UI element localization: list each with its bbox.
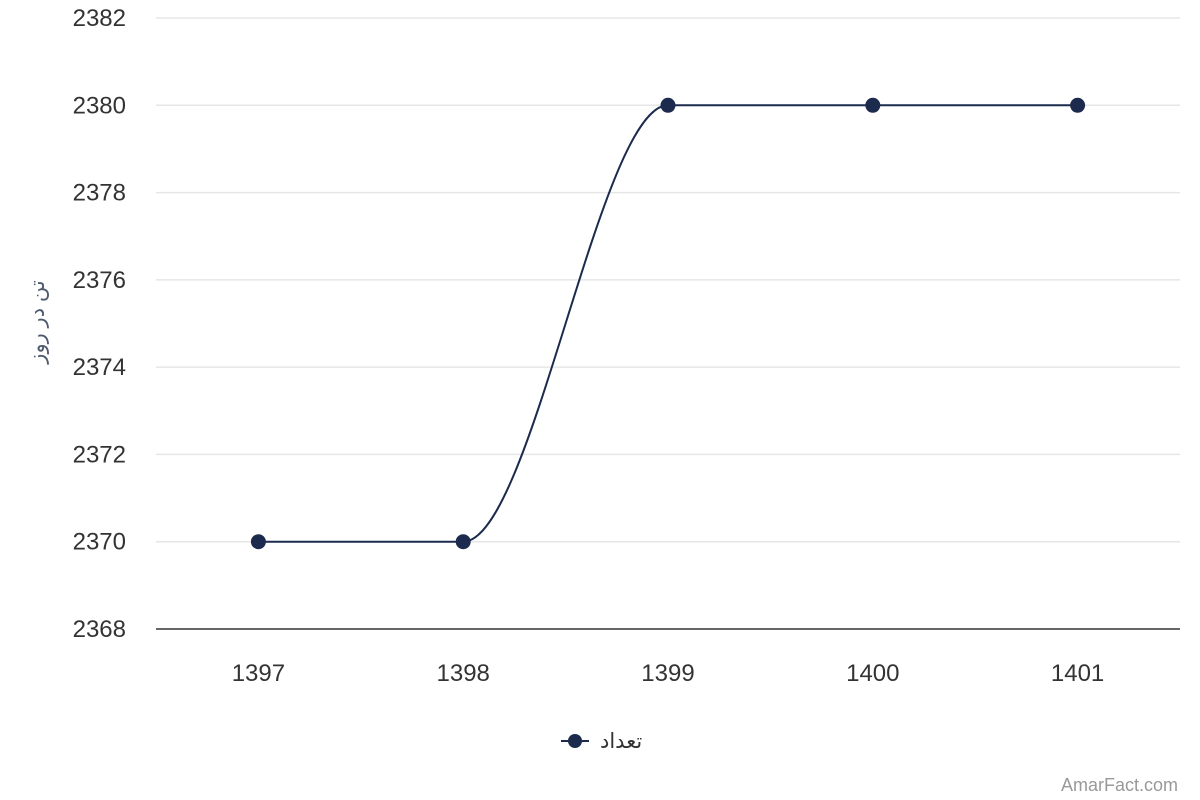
y-tick-label: 2372: [73, 441, 126, 468]
x-tick-label: 1400: [846, 660, 899, 687]
data-point[interactable]: [865, 97, 881, 113]
data-point[interactable]: [455, 534, 471, 550]
y-tick-label: 2382: [73, 5, 126, 32]
y-axis-ticks: 2368 2370 2372 2374 2376 2378 2380 2382: [73, 5, 126, 643]
y-tick-label: 2380: [73, 92, 126, 119]
x-tick-label: 1397: [232, 660, 285, 687]
grid-lines: [156, 17, 1180, 543]
x-axis-ticks: 1397 1398 1399 1400 1401: [232, 660, 1105, 687]
x-tick-label: 1399: [641, 660, 694, 687]
x-tick-label: 1401: [1051, 660, 1104, 687]
legend-series-marker: [568, 734, 582, 748]
y-axis-title: تن در روز: [26, 280, 49, 365]
y-tick-label: 2370: [73, 529, 126, 556]
y-tick-label: 2378: [73, 180, 126, 207]
y-tick-label: 2368: [73, 616, 126, 643]
x-tick-label: 1398: [437, 660, 490, 687]
data-point[interactable]: [660, 97, 676, 113]
series-layer: [250, 97, 1086, 550]
data-point[interactable]: [250, 534, 266, 550]
data-point[interactable]: [1070, 97, 1086, 113]
credits-link[interactable]: AmarFact.com: [1061, 775, 1178, 795]
series-line: [258, 104, 1078, 543]
legend[interactable]: تعداد: [561, 730, 642, 753]
y-tick-label: 2376: [73, 267, 126, 294]
legend-series-label: تعداد: [600, 730, 642, 753]
y-tick-label: 2374: [73, 354, 126, 381]
